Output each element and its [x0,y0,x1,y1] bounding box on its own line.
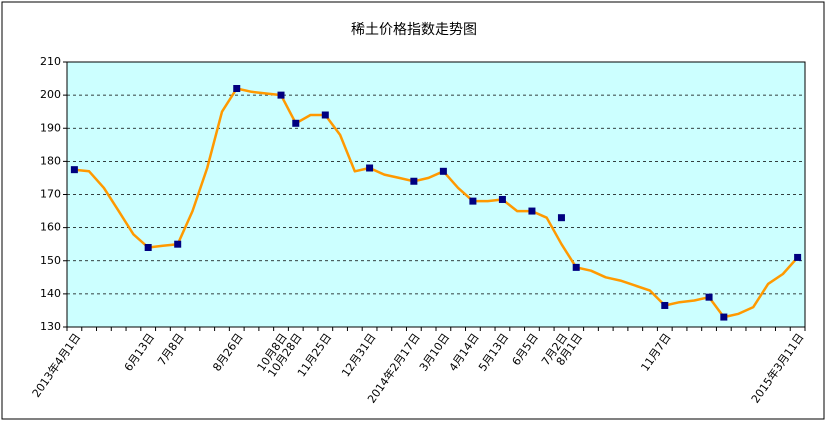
chart-title: 稀土价格指数走势图 [351,22,477,38]
marker [70,166,78,174]
y-tick-label: 140 [40,287,61,300]
marker [498,195,506,203]
marker [366,164,374,172]
marker [572,263,580,271]
y-tick-label: 150 [40,254,61,267]
y-tick-label: 160 [40,221,61,234]
marker [557,214,565,222]
marker [233,85,241,92]
marker [439,167,447,175]
marker [469,197,477,205]
marker [321,111,329,119]
marker [292,119,300,127]
marker [528,207,536,215]
line [74,87,799,319]
y-tick-label: 210 [40,55,61,68]
marker [277,91,285,99]
y-tick-label: 130 [40,320,61,333]
y-tick-label: 170 [40,188,61,201]
marker [794,253,802,261]
marker [174,240,182,248]
marker [144,244,152,251]
marker [705,293,713,301]
y-tick-label: 190 [40,121,61,134]
y-tick-label: 200 [40,88,61,101]
marker [720,313,728,321]
marker [410,177,418,185]
marker [661,301,669,309]
y-tick-label: 180 [40,154,61,167]
